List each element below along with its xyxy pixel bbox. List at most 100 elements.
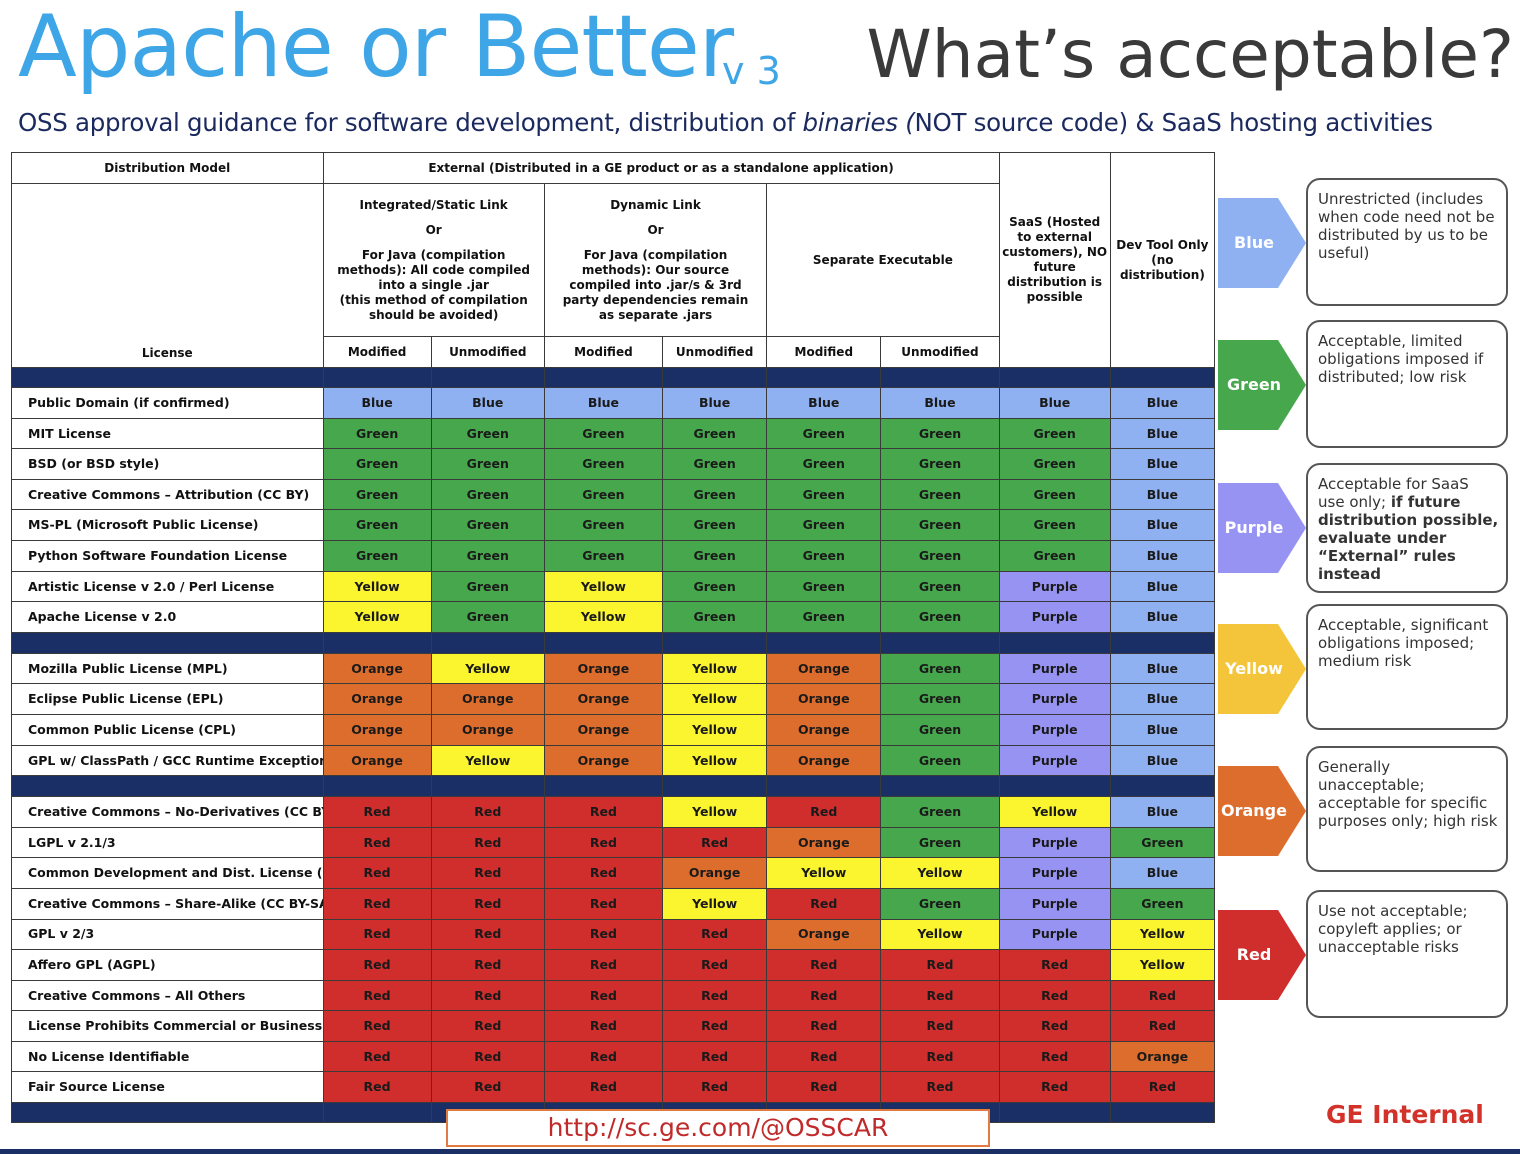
separator-cell bbox=[430, 367, 545, 388]
rating-cell: Blue bbox=[1109, 570, 1216, 603]
license-name: Eclipse Public License (EPL) bbox=[11, 683, 324, 715]
rating-cell: Green bbox=[322, 448, 432, 480]
license-name: Creative Commons – Attribution (CC BY) bbox=[11, 478, 324, 511]
rating-cell: Green bbox=[880, 744, 1000, 777]
rating-cell: Yellow bbox=[998, 796, 1111, 828]
separator-cell bbox=[662, 631, 768, 654]
rating-cell: Green bbox=[662, 478, 768, 511]
rating-cell: Green bbox=[322, 509, 432, 541]
rating-cell: Red bbox=[1109, 979, 1216, 1012]
rating-cell: Red bbox=[998, 1071, 1111, 1104]
separator-cell bbox=[11, 775, 324, 798]
static-link-line4: (this method of compilation should be av… bbox=[339, 292, 528, 322]
rating-cell: Yellow bbox=[662, 652, 768, 685]
rating-cell: Orange bbox=[766, 652, 882, 685]
rating-cell: Purple bbox=[998, 713, 1111, 746]
license-matrix-table: Distribution Model External (Distributed… bbox=[11, 152, 1216, 1124]
legend-label-red: Red bbox=[1236, 945, 1272, 964]
table-row: Common Development and Dist. License (CD… bbox=[11, 857, 1216, 889]
version-label: v 3 bbox=[722, 49, 781, 93]
rating-cell: Red bbox=[430, 918, 545, 951]
rating-cell: Yellow bbox=[766, 857, 882, 889]
legend-arrow-blue bbox=[1218, 198, 1306, 288]
table-row: Affero GPL (AGPL) Red Red Red Red Red Red Red Ye… bbox=[11, 949, 1216, 981]
license-header: License bbox=[11, 183, 324, 368]
rating-cell: Green bbox=[662, 448, 768, 480]
separator-cell bbox=[543, 367, 664, 388]
rating-cell: Orange bbox=[430, 713, 545, 746]
rating-cell: Blue bbox=[1109, 713, 1216, 746]
rating-cell: Red bbox=[766, 1040, 882, 1073]
rating-cell: Red bbox=[430, 887, 545, 920]
legend-description-blue: Unrestricted (includes when code need no… bbox=[1306, 178, 1508, 306]
rating-cell: Purple bbox=[998, 683, 1111, 715]
license-name: Fair Source License bbox=[11, 1071, 324, 1104]
license-name: MIT License bbox=[11, 417, 324, 450]
dynamic-link-header: Dynamic Link Or For Java (compilation me… bbox=[543, 183, 768, 337]
rating-cell: Red bbox=[1109, 1071, 1216, 1104]
rating-cell: Green bbox=[880, 539, 1000, 572]
separator-cell bbox=[998, 775, 1111, 798]
rating-cell: Green bbox=[998, 478, 1111, 511]
rating-cell: Green bbox=[766, 448, 882, 480]
static-link-line3: For Java (compilation methods): All code… bbox=[337, 247, 531, 292]
license-name: GPL w/ ClassPath / GCC Runtime Exception bbox=[11, 744, 324, 777]
rating-cell: Green bbox=[880, 509, 1000, 541]
separator-cell bbox=[766, 367, 882, 388]
rating-cell: Blue bbox=[543, 387, 664, 419]
legend-arrow-red bbox=[1218, 910, 1306, 1000]
col-unmodified: Unmodified bbox=[430, 336, 545, 368]
rating-cell: Red bbox=[662, 1040, 768, 1073]
rating-cell: Red bbox=[430, 1040, 545, 1073]
page-question-title: What’s acceptable? bbox=[866, 16, 1514, 93]
saas-header: SaaS (Hosted to external customers), NO … bbox=[998, 152, 1111, 368]
legend-text-bold: if future distribution possible, evaluat… bbox=[1318, 493, 1499, 583]
rating-cell: Blue bbox=[1109, 796, 1216, 828]
license-name: Common Public License (CPL) bbox=[11, 713, 324, 746]
rating-cell: Yellow bbox=[1109, 949, 1216, 981]
license-name: Creative Commons – No-Derivatives (CC BY… bbox=[11, 796, 324, 828]
external-header: External (Distributed in a GE product or… bbox=[322, 152, 1000, 184]
separator-cell bbox=[766, 631, 882, 654]
rating-cell: Blue bbox=[766, 387, 882, 419]
legend-arrow-green bbox=[1218, 340, 1306, 430]
rating-cell: Green bbox=[880, 570, 1000, 603]
rating-cell: Orange bbox=[322, 744, 432, 777]
rating-cell: Red bbox=[766, 949, 882, 981]
table-row: Creative Commons – Share-Alike (CC BY-SA… bbox=[11, 887, 1216, 920]
rating-cell: Green bbox=[662, 601, 768, 633]
page-title: Apache or Better bbox=[18, 0, 734, 97]
rating-cell: Red bbox=[322, 1071, 432, 1104]
static-link-header: Integrated/Static Link Or For Java (comp… bbox=[322, 183, 545, 337]
legend-text: Acceptable for SaaS use only; bbox=[1318, 475, 1469, 511]
table-row: BSD (or BSD style) Green Green Green Green Gr… bbox=[11, 448, 1216, 480]
rating-cell: Green bbox=[322, 417, 432, 450]
col-unmodified: Unmodified bbox=[880, 336, 1000, 368]
rating-cell: Red bbox=[998, 1040, 1111, 1073]
osscar-link[interactable]: http://sc.ge.com/@OSSCAR bbox=[446, 1109, 990, 1147]
license-name: Creative Commons – All Others bbox=[11, 979, 324, 1012]
separator-cell bbox=[543, 631, 664, 654]
rating-cell: Green bbox=[880, 601, 1000, 633]
rating-cell: Blue bbox=[430, 387, 545, 419]
table-row: Fair Source License Red Red Red Red Red Red Red… bbox=[11, 1071, 1216, 1104]
rating-cell: Red bbox=[662, 1071, 768, 1104]
rating-cell: Green bbox=[880, 478, 1000, 511]
separator-cell bbox=[662, 367, 768, 388]
rating-cell: Green bbox=[543, 478, 664, 511]
separator-cell bbox=[11, 631, 324, 654]
separator-cell bbox=[998, 1102, 1111, 1124]
rating-cell: Green bbox=[543, 448, 664, 480]
rating-cell: Yellow bbox=[662, 796, 768, 828]
col-unmodified: Unmodified bbox=[662, 336, 768, 368]
rating-cell: Orange bbox=[543, 713, 664, 746]
rating-cell: Green bbox=[1109, 887, 1216, 920]
rating-cell: Red bbox=[880, 1071, 1000, 1104]
legend-text: Unrestricted (includes when code need no… bbox=[1318, 190, 1495, 262]
rating-cell: Orange bbox=[322, 683, 432, 715]
rating-cell: Red bbox=[322, 979, 432, 1012]
rating-cell: Green bbox=[543, 417, 664, 450]
rating-cell: Orange bbox=[430, 683, 545, 715]
rating-cell: Yellow bbox=[322, 570, 432, 603]
rating-cell: Orange bbox=[766, 683, 882, 715]
